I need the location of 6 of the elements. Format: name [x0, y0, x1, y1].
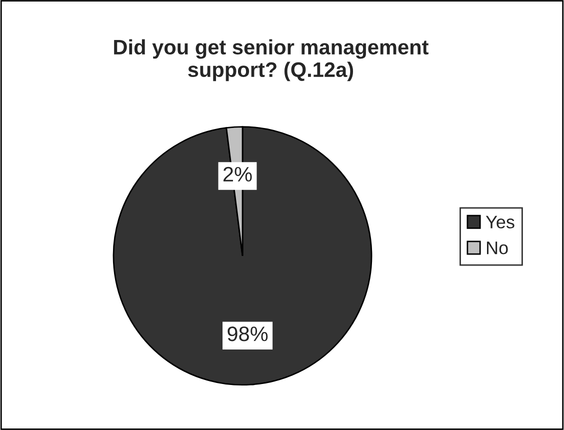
legend-label: Yes	[486, 216, 514, 228]
legend-label: No	[486, 242, 508, 254]
chart-title: Did you get senior management support? (Q.12a)	[114, 39, 428, 82]
data-label: 2%	[223, 166, 252, 182]
data-label: 98%	[228, 326, 268, 342]
pie-slice	[112, 126, 372, 386]
